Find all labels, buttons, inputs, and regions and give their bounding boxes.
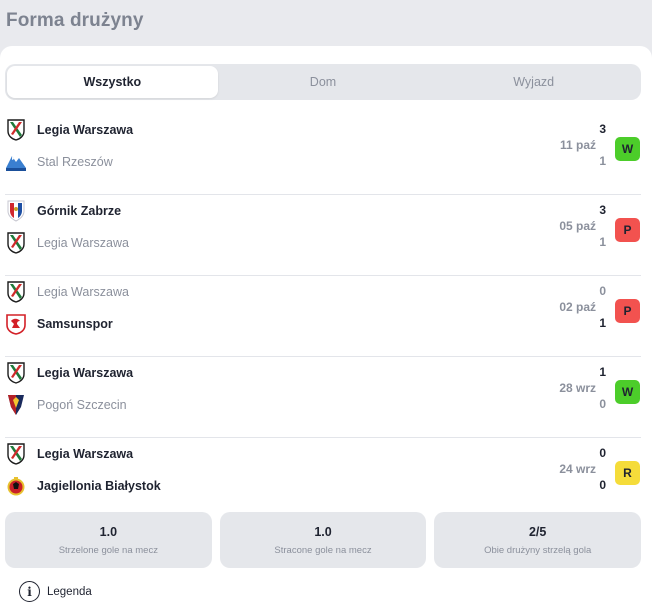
match-row[interactable]: Legia Warszawa Pogoń Szczecin 1 0 28 wrz…: [5, 357, 641, 438]
home-team: Legia Warszawa: [5, 119, 133, 141]
away-team: Jagiellonia Białystok: [5, 475, 161, 497]
home-team-name: Legia Warszawa: [37, 123, 134, 137]
away-score: 1: [599, 154, 606, 168]
tab-home[interactable]: Dom: [309, 75, 337, 89]
away-team: Pogoń Szczecin: [5, 394, 127, 416]
match-list: Legia Warszawa Stal Rzeszów 3 1 11 paź W…: [5, 114, 641, 519]
samsunspor-crest-icon: [5, 313, 27, 335]
home-score: 0: [599, 446, 606, 460]
stat-both-teams-score: 2/5 Obie drużyny strzelą gola: [434, 512, 642, 568]
legend-label: Legenda: [47, 585, 92, 598]
away-team-name: Samsunspor: [37, 317, 113, 331]
stat-label: Strzelone gole na mecz: [58, 544, 158, 556]
gornik-crest-icon: [5, 200, 27, 222]
stat-value: 1.0: [314, 524, 332, 539]
home-team-name: Legia Warszawa: [37, 447, 134, 461]
away-team-name: Legia Warszawa: [37, 236, 129, 250]
result-badge: W: [615, 137, 640, 161]
home-team: Górnik Zabrze: [5, 200, 121, 222]
away-team-name: Stal Rzeszów: [37, 155, 113, 169]
match-row[interactable]: Górnik Zabrze Legia Warszawa 3 1 05 paź …: [5, 195, 641, 276]
tab-bar: Wszystko Dom Wyjazd: [5, 64, 641, 100]
home-team: Legia Warszawa: [5, 362, 133, 384]
match-date: 24 wrz: [559, 462, 596, 476]
tab-away[interactable]: Wyjazd: [513, 75, 555, 89]
away-team: Samsunspor: [5, 313, 113, 335]
home-score: 3: [599, 203, 606, 217]
stats-row: 1.0 Strzelone gole na mecz 1.0 Stracone …: [5, 512, 642, 568]
form-card: Wszystko Dom Wyjazd Legia Warszawa Stal …: [0, 46, 652, 610]
away-team: Legia Warszawa: [5, 232, 129, 254]
legia-crest-icon: [5, 443, 27, 465]
stat-value: 1.0: [99, 524, 118, 539]
legia-crest-icon: [5, 281, 27, 303]
stat-label: Obie drużyny strzelą gola: [484, 544, 592, 556]
match-date: 02 paź: [559, 300, 596, 314]
away-team: Stal Rzeszów: [5, 151, 113, 173]
home-score: 1: [599, 365, 606, 379]
home-team: Legia Warszawa: [5, 281, 129, 303]
stat-goals-conceded: 1.0 Stracone gole na mecz: [219, 512, 427, 568]
tab-all[interactable]: Wszystko: [7, 66, 218, 98]
match-date: 11 paź: [559, 138, 596, 152]
away-team-name: Jagiellonia Białystok: [37, 479, 161, 493]
result-badge: W: [615, 380, 640, 404]
stal-crest-icon: [5, 151, 27, 173]
away-score: 1: [599, 316, 606, 330]
legia-crest-icon: [5, 119, 27, 141]
header: Forma drużyny: [0, 0, 652, 46]
result-badge: P: [615, 218, 640, 242]
legia-crest-icon: [5, 232, 27, 254]
stat-goals-scored: 1.0 Strzelone gole na mecz: [5, 512, 212, 568]
home-score: 0: [599, 284, 606, 298]
away-score: 0: [599, 478, 606, 492]
away-team-name: Pogoń Szczecin: [37, 398, 127, 412]
home-score: 3: [599, 122, 606, 136]
result-badge: R: [615, 461, 640, 485]
result-badge: P: [615, 299, 640, 323]
away-score: 0: [599, 397, 606, 411]
page-title: Forma drużyny: [6, 10, 144, 31]
match-row[interactable]: Legia Warszawa Jagiellonia Białystok 0 0…: [5, 438, 641, 519]
home-team-name: Legia Warszawa: [37, 285, 129, 299]
info-icon: i: [19, 581, 40, 602]
home-team-name: Legia Warszawa: [37, 366, 134, 380]
stat-value: 2/5: [528, 524, 547, 539]
home-team-name: Górnik Zabrze: [37, 204, 122, 218]
match-row[interactable]: Legia Warszawa Samsunspor 0 1 02 paź P: [5, 276, 641, 357]
jagiellonia-crest-icon: [5, 475, 27, 497]
away-score: 1: [599, 235, 606, 249]
legend-button[interactable]: i Legenda: [19, 581, 92, 602]
pogon-crest-icon: [5, 394, 27, 416]
match-date: 05 paź: [559, 219, 596, 233]
home-team: Legia Warszawa: [5, 443, 133, 465]
match-date: 28 wrz: [559, 381, 596, 395]
legia-crest-icon: [5, 362, 27, 384]
stat-label: Stracone gole na mecz: [274, 544, 372, 556]
match-row[interactable]: Legia Warszawa Stal Rzeszów 3 1 11 paź W: [5, 114, 641, 195]
